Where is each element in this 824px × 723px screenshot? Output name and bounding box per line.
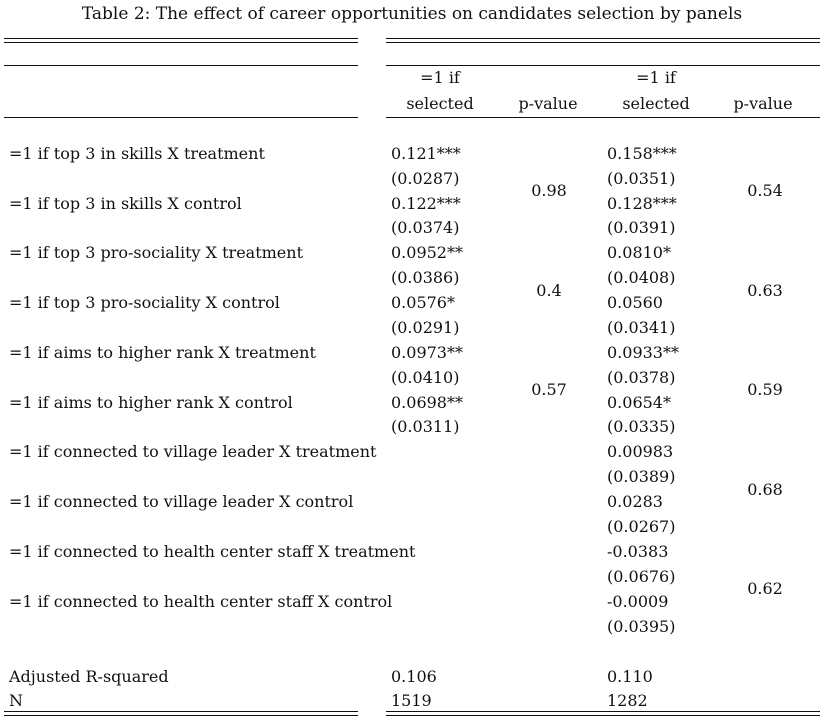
model2-se: (0.0408) [607,268,676,287]
model2-coef: 0.0560 [607,293,663,312]
model2-se: (0.0389) [607,467,676,486]
table-caption: Table 2: The effect of career opportunit… [81,4,743,24]
header-col1-line2: selected [406,94,474,113]
stat-model1: 0.106 [391,667,437,686]
stat-label: N [9,691,23,710]
model2-coef: -0.0009 [607,592,669,611]
model1-se: (0.0311) [391,417,460,436]
model2-coef: 0.128*** [607,194,677,213]
model2-se: (0.0341) [607,318,676,337]
model2-se: (0.0395) [607,617,676,636]
model2-coef: 0.0654* [607,393,671,412]
model2-pvalue: 0.63 [747,281,783,300]
model2-pvalue: 0.54 [747,181,783,200]
model1-se: (0.0374) [391,218,460,237]
model2-pvalue: 0.59 [747,380,783,399]
model2-se: (0.0378) [607,368,676,387]
row-label: =1 if connected to village leader X cont… [9,492,354,511]
row-label: =1 if aims to higher rank X treatment [9,343,316,362]
model1-pvalue: 0.57 [531,380,567,399]
model2-se: (0.0676) [607,567,676,586]
header-col4: p-value [733,94,793,113]
model1-coef: 0.121*** [391,144,461,163]
row-label: =1 if top 3 in skills X treatment [9,144,265,163]
model1-se: (0.0287) [391,169,460,188]
header-top-rule-left [4,65,358,67]
model1-pvalue: 0.4 [536,281,562,300]
model1-se: (0.0291) [391,318,460,337]
header-col3-line1: =1 if [636,68,676,87]
model1-se: (0.0386) [391,268,460,287]
row-label: =1 if aims to higher rank X control [9,393,293,412]
model2-coef: 0.0283 [607,492,663,511]
header-col2: p-value [518,94,578,113]
model1-coef: 0.122*** [391,194,461,213]
model2-se: (0.0267) [607,517,676,536]
model2-coef: 0.00983 [607,442,674,461]
top-rule-right-2 [386,42,820,44]
top-rule-left-1 [4,38,358,40]
bottom-rule-left-2 [4,715,358,717]
bottom-rule-left-1 [4,711,358,713]
stat-model2: 1282 [607,691,648,710]
bottom-rule-right-1 [386,711,820,713]
stat-model1: 1519 [391,691,432,710]
header-bottom-rule-right [386,117,820,119]
model2-coef: 0.0810* [607,243,671,262]
row-label: =1 if connected to village leader X trea… [9,442,377,461]
row-label: =1 if top 3 in skills X control [9,194,242,213]
model2-se: (0.0335) [607,417,676,436]
header-bottom-rule-left [4,117,358,119]
row-label: =1 if top 3 pro-sociality X control [9,293,280,312]
model1-coef: 0.0973** [391,343,463,362]
model1-se: (0.0410) [391,368,460,387]
header-top-rule-right [386,65,820,67]
stat-label: Adjusted R-squared [9,667,169,686]
top-rule-right-1 [386,38,820,40]
header-col1-line1: =1 if [420,68,460,87]
model2-se: (0.0351) [607,169,676,188]
model2-pvalue: 0.68 [747,480,783,499]
top-rule-left-2 [4,42,358,44]
row-label: =1 if connected to health center staff X… [9,542,416,561]
model2-coef: 0.158*** [607,144,677,163]
bottom-rule-right-2 [386,715,820,717]
model1-coef: 0.0952** [391,243,463,262]
model2-coef: 0.0933** [607,343,679,362]
stat-model2: 0.110 [607,667,653,686]
row-label: =1 if connected to health center staff X… [9,592,393,611]
header-col3-line2: selected [622,94,690,113]
model1-coef: 0.0576* [391,293,455,312]
model2-coef: -0.0383 [607,542,669,561]
model1-coef: 0.0698** [391,393,463,412]
model2-pvalue: 0.62 [747,579,783,598]
row-label: =1 if top 3 pro-sociality X treatment [9,243,303,262]
model2-se: (0.0391) [607,218,676,237]
model1-pvalue: 0.98 [531,181,567,200]
